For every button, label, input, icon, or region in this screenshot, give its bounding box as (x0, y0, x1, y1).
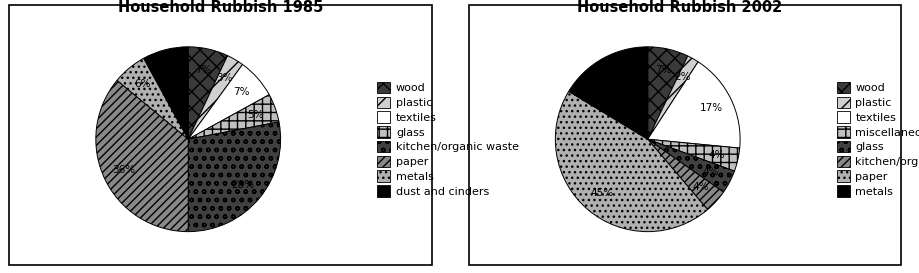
Wedge shape (648, 139, 734, 192)
Wedge shape (96, 80, 188, 232)
Text: 7%: 7% (196, 65, 212, 75)
Wedge shape (188, 47, 228, 139)
Legend: wood, plastic, textiles, miscellaneous, glass, kitchen/organic waste, paper, met: wood, plastic, textiles, miscellaneous, … (836, 82, 919, 197)
Text: 3%: 3% (216, 73, 233, 83)
Wedge shape (143, 47, 188, 139)
Text: 7%: 7% (233, 87, 250, 97)
Text: 4%: 4% (709, 150, 725, 160)
Text: 16%: 16% (601, 72, 624, 82)
Text: 36%: 36% (112, 165, 135, 174)
Wedge shape (188, 95, 279, 139)
Wedge shape (648, 139, 740, 171)
Text: 6%: 6% (134, 79, 151, 90)
Wedge shape (117, 58, 188, 139)
Wedge shape (569, 47, 648, 139)
Wedge shape (648, 47, 687, 139)
Wedge shape (648, 139, 723, 210)
Text: 8%: 8% (163, 65, 179, 75)
Text: 2%: 2% (675, 72, 691, 82)
Wedge shape (555, 91, 708, 232)
Text: 4%: 4% (702, 167, 719, 177)
Title: Household Rubbish 1985: Household Rubbish 1985 (118, 0, 323, 15)
Text: 45%: 45% (590, 188, 613, 198)
Wedge shape (188, 56, 243, 139)
Wedge shape (648, 62, 740, 148)
Wedge shape (188, 64, 269, 139)
Title: Household Rubbish 2002: Household Rubbish 2002 (577, 0, 783, 15)
Text: 4%: 4% (692, 182, 709, 192)
Text: 5%: 5% (247, 110, 264, 120)
Text: 28%: 28% (232, 180, 255, 189)
Text: 17%: 17% (700, 103, 723, 113)
Legend: wood, plastic, textiles, glass, kitchen/organic waste, paper, metals, dust and c: wood, plastic, textiles, glass, kitchen/… (377, 82, 519, 197)
Wedge shape (648, 56, 698, 139)
Text: 7%: 7% (655, 65, 672, 75)
Wedge shape (188, 122, 280, 232)
